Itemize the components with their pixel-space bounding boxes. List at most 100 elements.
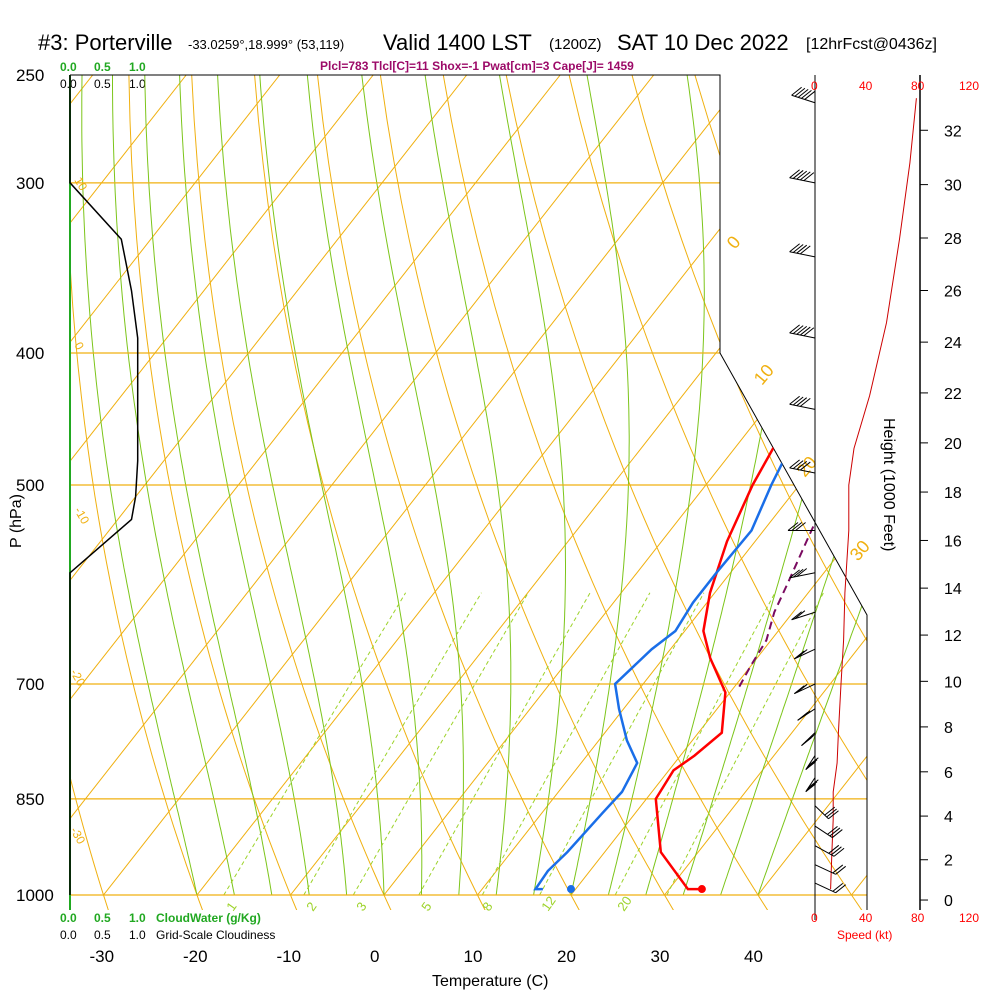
wind-barb-flag: [796, 325, 808, 335]
wind-barb-flag: [794, 610, 806, 620]
height-axis-label: Height (1000 Feet): [880, 418, 897, 551]
cloudiness-line: [69, 75, 139, 895]
cloudiness-tick-bottom-2: 1.0: [129, 928, 146, 942]
dry-adiabat-line: [379, 75, 683, 910]
sounding-profiles: [533, 108, 867, 894]
height-tick-label: 22: [944, 386, 962, 403]
wind-barb-flag: [805, 761, 817, 771]
y-axis-label: P (hPa): [8, 494, 25, 548]
wind-barb-flag: [832, 829, 843, 838]
isotherm-label: 0: [723, 232, 745, 253]
dry-adiabat-line: [757, 75, 867, 910]
wind-barb-flag: [808, 757, 819, 767]
mixing-ratio-line: [666, 592, 824, 896]
wind-barb-flag: [826, 808, 837, 818]
wind-barb-flag: [789, 169, 800, 179]
wind-barb-flag: [792, 396, 804, 406]
wind-barb: [789, 395, 816, 410]
wind-barb-staff: [789, 251, 816, 258]
temperature-line: [654, 108, 867, 891]
wind-barb-flag: [835, 865, 846, 875]
wind-barb-flag: [792, 325, 804, 335]
moist-adiabat-line: [720, 75, 867, 896]
wind-barb-flag: [832, 864, 844, 874]
isotherm-label: 10: [750, 360, 778, 388]
wind-barb-flag: [789, 459, 800, 469]
speed-tick-bottom-3: 120: [959, 911, 979, 925]
temperature-tick-label: 30: [651, 947, 670, 966]
dry-adiabat-line: [128, 75, 303, 910]
wind-barb-flag: [796, 170, 808, 180]
wind-barb-flag: [797, 88, 809, 98]
wind-barb-flag: [792, 170, 804, 179]
isotherm-line: [757, 75, 867, 896]
wind-barb: [789, 459, 816, 474]
wind-panel: [787, 75, 917, 920]
wind-barb-flag: [832, 882, 844, 892]
wind-barb: [791, 610, 816, 621]
dry-adiabat-label: 10: [71, 175, 90, 194]
wind-barb-flag: [796, 244, 808, 254]
wind-barb-flag: [829, 827, 841, 837]
dry-adiabat-line: [317, 75, 588, 910]
wind-barb-flag: [824, 806, 836, 816]
wind-barb-flag: [789, 395, 800, 405]
wind-barb: [794, 648, 816, 660]
mixing-ratio-label: 5: [418, 899, 434, 914]
temperature-tick-label: -10: [277, 947, 302, 966]
wind-barb-staff: [814, 882, 836, 894]
moist-adiabat-line: [306, 75, 423, 896]
height-tick-label: 12: [944, 628, 962, 645]
speed-tick-top-3: 120: [959, 79, 979, 93]
mixing-ratio-line: [303, 592, 482, 896]
wind-barb: [789, 324, 816, 339]
wind-barb-flag: [831, 846, 842, 856]
dry-adiabat-line: [884, 75, 1000, 924]
wind-barb-flag: [835, 884, 846, 894]
height-tick-label: 18: [944, 485, 962, 502]
valid-time: Valid 1400 LST: [383, 30, 532, 55]
wind-barb-flag: [792, 460, 804, 470]
mixing-ratio-line: [614, 592, 776, 896]
pressure-tick-label: 250: [16, 66, 44, 85]
wind-speed-line: [830, 98, 917, 890]
sounding-stats: Plcl=783 Tlcl[C]=11 Shox=-1 Pwat[cm]=3 C…: [320, 59, 634, 73]
wind-barb-flag: [789, 569, 800, 579]
height-tick-label: 14: [944, 581, 962, 598]
station-coords: -33.0259°,18.999° (53,119): [188, 37, 344, 52]
wind-barb: [814, 805, 839, 820]
cloudiness-label: Grid-Scale Cloudiness: [156, 928, 275, 942]
forecast-label: [12hrFcst@0436z]: [806, 36, 937, 53]
height-tick-label: 20: [944, 436, 962, 453]
cloudwater-tick-bottom-1: 0.5: [94, 911, 111, 925]
cloudiness-tick-bottom-0: 0.0: [60, 928, 77, 942]
height-tick-label: 10: [944, 674, 962, 691]
height-tick-label: 2: [944, 853, 953, 870]
moist-adiabat-line: [757, 75, 867, 896]
wind-barb-flag: [804, 733, 816, 743]
wind-barb: [814, 844, 845, 857]
wind-barb-flag: [795, 522, 806, 531]
x-axis-label: Temperature (C): [432, 973, 548, 990]
wind-barb-staff: [814, 805, 829, 820]
moist-adiabat-line: [607, 75, 705, 896]
dry-adiabat-line: [70, 75, 209, 910]
cloudiness-tick-bottom-1: 0.5: [94, 928, 111, 942]
mixing-ratio-line: [418, 592, 591, 896]
wind-barb-flag: [799, 171, 811, 181]
wind-barb-flag: [799, 398, 811, 407]
wind-barb-flag: [828, 810, 839, 820]
temperature-tick-label: 10: [464, 947, 483, 966]
wind-barb: [814, 825, 843, 838]
background-grid: [70, 75, 1000, 924]
isotherm-line: [70, 75, 187, 896]
speed-tick-top-1: 40: [859, 79, 873, 93]
speed-tick-bottom-1: 40: [859, 911, 873, 925]
wind-barb-staff: [789, 403, 816, 410]
temperature-tick-label: -20: [183, 947, 208, 966]
mixing-ratio-label: 2: [303, 899, 319, 914]
wind-barb-flag: [792, 568, 804, 578]
cloudwater-tick-bottom-0: 0.0: [60, 911, 77, 925]
wind-barb: [787, 522, 815, 532]
cloudiness-tick-top-2: 1.0: [129, 77, 146, 91]
